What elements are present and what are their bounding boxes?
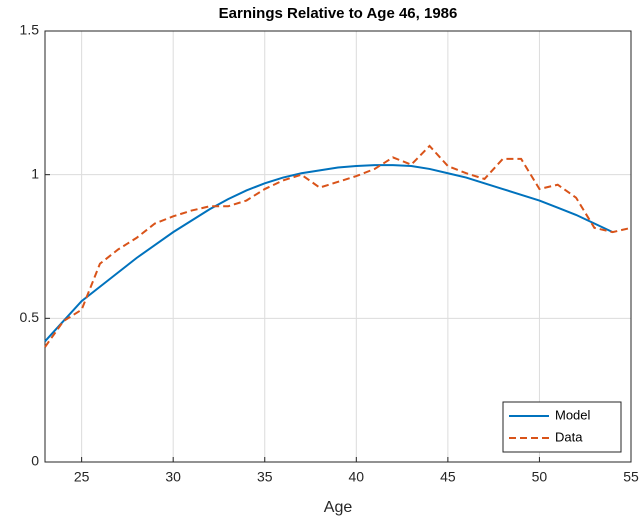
legend-label: Model	[555, 407, 591, 422]
series-line	[44, 144, 632, 348]
series-line	[44, 164, 614, 342]
x-tick-label: 40	[349, 469, 365, 485]
x-tick-label: 45	[440, 469, 456, 485]
x-axis-label: Age	[324, 499, 353, 516]
y-tick-label: 0	[31, 453, 39, 469]
x-tick-label: 25	[74, 469, 90, 485]
legend-label: Data	[555, 429, 583, 444]
x-tick-label: 50	[532, 469, 548, 485]
x-tick-label: 35	[257, 469, 273, 485]
y-tick-label: 0.5	[20, 309, 40, 325]
plot-area	[45, 31, 631, 462]
x-tick-label: 55	[623, 469, 639, 485]
y-tick-label: 1.5	[20, 22, 40, 38]
legend: Model Data	[502, 401, 622, 453]
y-tick-label: 1	[31, 165, 39, 181]
axes-box	[44, 30, 632, 463]
x-tick-label: 30	[165, 469, 181, 485]
chart-title: Earnings Relative to Age 46, 1986	[219, 5, 458, 22]
legend-box	[502, 401, 622, 453]
